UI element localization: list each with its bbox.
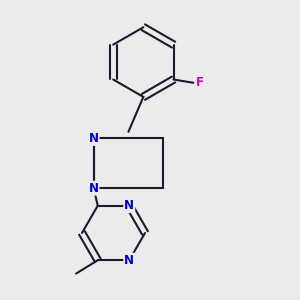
Text: N: N bbox=[124, 199, 134, 212]
Text: F: F bbox=[195, 76, 203, 89]
Text: N: N bbox=[88, 132, 99, 145]
Text: N: N bbox=[124, 254, 134, 267]
Text: N: N bbox=[88, 182, 99, 195]
